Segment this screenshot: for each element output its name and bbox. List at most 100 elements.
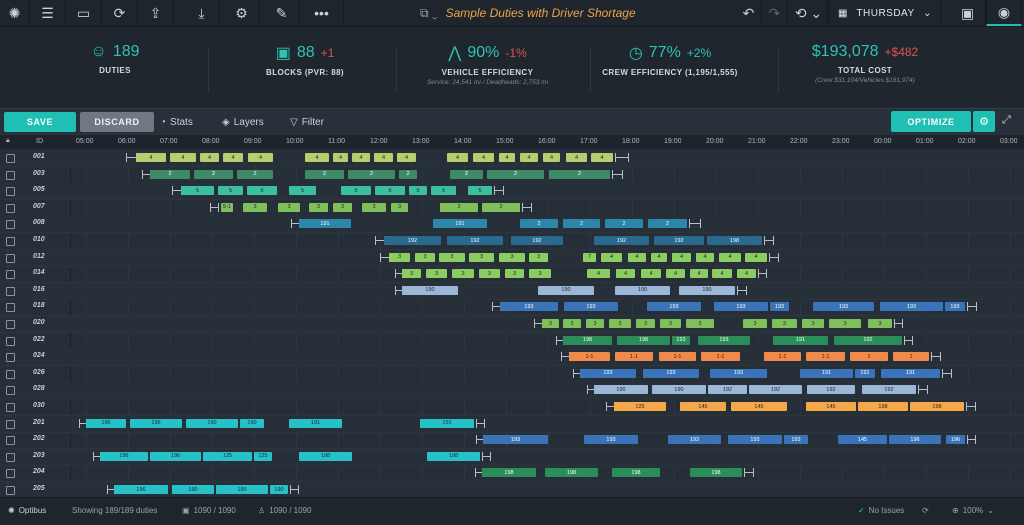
trip-block[interactable]: 3 [743, 319, 767, 328]
trip-block[interactable]: 196 [946, 435, 965, 445]
trip-block[interactable]: 1 [850, 352, 888, 362]
duty-row[interactable]: 204 198 198 198 198 [0, 465, 1024, 483]
trip-block[interactable]: 1 [893, 352, 929, 362]
trip-block[interactable]: 198 [482, 468, 536, 478]
trip-block[interactable]: 193 [714, 302, 768, 312]
duty-row[interactable]: 014 3 3 3 3 3 3 4 4 4 4 4 4 4 [0, 266, 1024, 284]
trip-block[interactable]: 192 [749, 385, 802, 395]
trip-block[interactable]: 192 [834, 335, 902, 345]
trip-block[interactable]: 193 [813, 302, 874, 312]
trip-block[interactable]: 145 [806, 402, 856, 411]
trip-block[interactable]: 5 [468, 186, 492, 196]
trip-block[interactable]: 1-1 [806, 352, 845, 362]
row-checkbox[interactable] [6, 220, 15, 230]
trip-block[interactable]: 4 [333, 153, 348, 162]
trip-block[interactable]: 3 [868, 319, 892, 328]
trip-block[interactable]: 125 [254, 451, 272, 461]
trip-block[interactable]: 2 [440, 202, 478, 212]
trip-block[interactable]: 2 [549, 169, 610, 179]
lock-icon[interactable]: 🔒︎ [6, 137, 10, 144]
trip-block[interactable]: 192 [862, 385, 916, 395]
duty-row[interactable]: 005 5 5 5 5 5 5 5 5 5 [0, 183, 1024, 201]
sliders-icon[interactable]: ⚙ [224, 0, 260, 26]
trip-block[interactable]: 5 [341, 186, 371, 196]
trip-block[interactable]: 145 [731, 402, 787, 411]
trip-block[interactable]: 190 [270, 485, 288, 494]
download-icon[interactable]: ⤓ [184, 0, 220, 26]
trip-block[interactable]: 196 [114, 485, 168, 494]
trip-block[interactable]: 193 [668, 435, 721, 445]
trip-block[interactable]: 4 [587, 269, 610, 279]
optimize-settings-icon[interactable]: ⚙ [973, 111, 995, 132]
trip-block[interactable]: 190 [615, 285, 670, 295]
trip-block[interactable]: 4 [223, 153, 243, 162]
refresh-issues-icon[interactable]: ⟳ [922, 506, 929, 515]
trip-block[interactable]: 3 [452, 269, 474, 279]
trip-block[interactable]: 7 [583, 252, 596, 262]
trip-block[interactable]: 4 [690, 269, 708, 279]
pencil-icon[interactable]: ✎ [264, 0, 300, 26]
trip-block[interactable]: 190 [679, 285, 735, 295]
trip-block[interactable]: 196 [100, 451, 148, 461]
row-checkbox[interactable] [6, 436, 15, 446]
expand-icon[interactable]: ⤢ [1002, 114, 1011, 126]
trip-block[interactable]: 191 [855, 368, 875, 378]
trip-block[interactable]: 193 [710, 368, 767, 378]
trip-block[interactable]: 3 [391, 202, 408, 212]
duty-row[interactable]: 026 193 193 193 191 191 191 [0, 366, 1024, 383]
trip-block[interactable]: 4 [628, 252, 646, 262]
layers-button[interactable]: ◈ Layers [222, 112, 264, 132]
trip-block[interactable]: 125 [203, 451, 252, 461]
trip-block[interactable]: 1-1 [764, 352, 801, 362]
trip-block[interactable]: 2 [450, 169, 483, 179]
trip-block[interactable]: 191 [289, 418, 342, 428]
trip-block[interactable]: 196 [150, 451, 201, 461]
row-checkbox[interactable] [6, 469, 15, 479]
trip-block[interactable]: 2 [237, 169, 273, 179]
trip-block[interactable]: 2 [399, 169, 417, 179]
trip-block[interactable]: 192 [447, 236, 503, 245]
trip-block[interactable]: 4 [447, 153, 468, 162]
refresh-icon[interactable]: ⟳ [102, 0, 138, 26]
trip-block[interactable]: 4 [200, 153, 219, 162]
trip-block[interactable]: 3 [772, 319, 797, 328]
trip-block[interactable]: 4 [170, 153, 196, 162]
trip-block[interactable]: 3 [389, 252, 410, 262]
trip-block[interactable]: 1-1 [659, 352, 696, 362]
trip-block[interactable]: 191 [881, 368, 940, 378]
duty-row[interactable]: 012 3 3 3 3 3 3 7 4 4 4 4 4 4 4 [0, 249, 1024, 267]
trip-block[interactable]: 2 [305, 169, 344, 179]
trip-block[interactable]: 3 [479, 269, 500, 279]
row-checkbox[interactable] [6, 403, 15, 412]
trip-block[interactable]: 2 [348, 169, 395, 179]
trip-block[interactable]: 193 [945, 302, 965, 312]
trip-block[interactable]: 198 [563, 335, 612, 345]
trip-block[interactable]: 3 [660, 319, 681, 328]
trip-block[interactable]: 1-1 [615, 352, 653, 362]
trip-block[interactable]: 198 [427, 451, 480, 461]
trip-block[interactable]: 3 [362, 202, 386, 212]
trip-block[interactable]: 196 [86, 418, 126, 428]
trip-block[interactable]: 3 [505, 269, 524, 279]
trip-block[interactable]: 3 [802, 319, 824, 328]
trip-block[interactable]: 2 [150, 169, 190, 179]
duty-row[interactable]: 201 196 196 190 190 191 191 [0, 415, 1024, 433]
trip-block[interactable]: 4 [651, 252, 667, 262]
trip-block[interactable]: 3 [309, 202, 328, 212]
trip-block[interactable]: 190 [652, 385, 706, 395]
trip-block[interactable]: 3 [609, 319, 631, 328]
trip-block[interactable]: 190 [216, 485, 268, 494]
trip-block[interactable]: 5 [375, 186, 405, 196]
trip-block[interactable]: 192 [594, 236, 649, 245]
zoom-control[interactable]: ⊕ 100% ⌄ [952, 506, 994, 515]
trip-block[interactable]: 145 [838, 435, 887, 445]
trip-block[interactable]: 4 [641, 269, 661, 279]
trip-block[interactable]: 3 [402, 269, 421, 279]
trip-block[interactable]: 193 [580, 368, 636, 378]
trip-block[interactable]: 198 [910, 402, 964, 411]
duty-row[interactable]: 203 196 196 125 125 198 198 [0, 448, 1024, 466]
trip-block[interactable]: 3 [529, 269, 551, 279]
trip-block[interactable]: 4 [601, 252, 622, 262]
row-checkbox[interactable] [6, 320, 15, 329]
duty-row[interactable]: 030 125 145 145 145 198 198 [0, 399, 1024, 416]
